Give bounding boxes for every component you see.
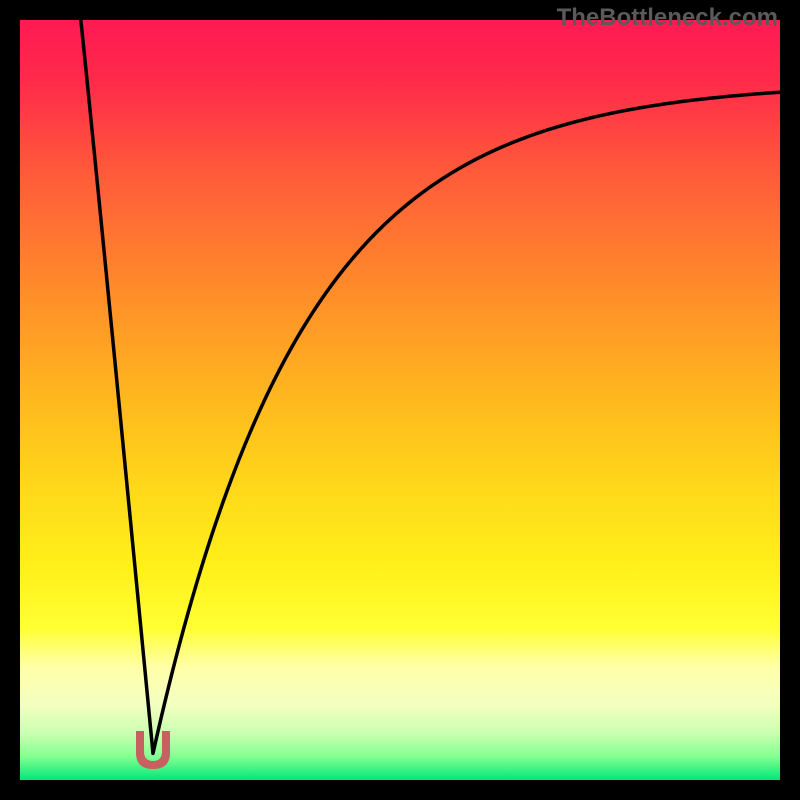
bottleneck-curve bbox=[20, 20, 780, 780]
curve-path bbox=[81, 20, 780, 753]
min-marker-shape bbox=[136, 731, 170, 769]
chart-canvas: TheBottleneck.com bbox=[0, 0, 800, 800]
watermark-label: TheBottleneck.com bbox=[557, 4, 778, 31]
watermark-text: TheBottleneck.com bbox=[557, 4, 778, 32]
plot-area bbox=[20, 20, 780, 780]
min-marker bbox=[132, 731, 174, 771]
